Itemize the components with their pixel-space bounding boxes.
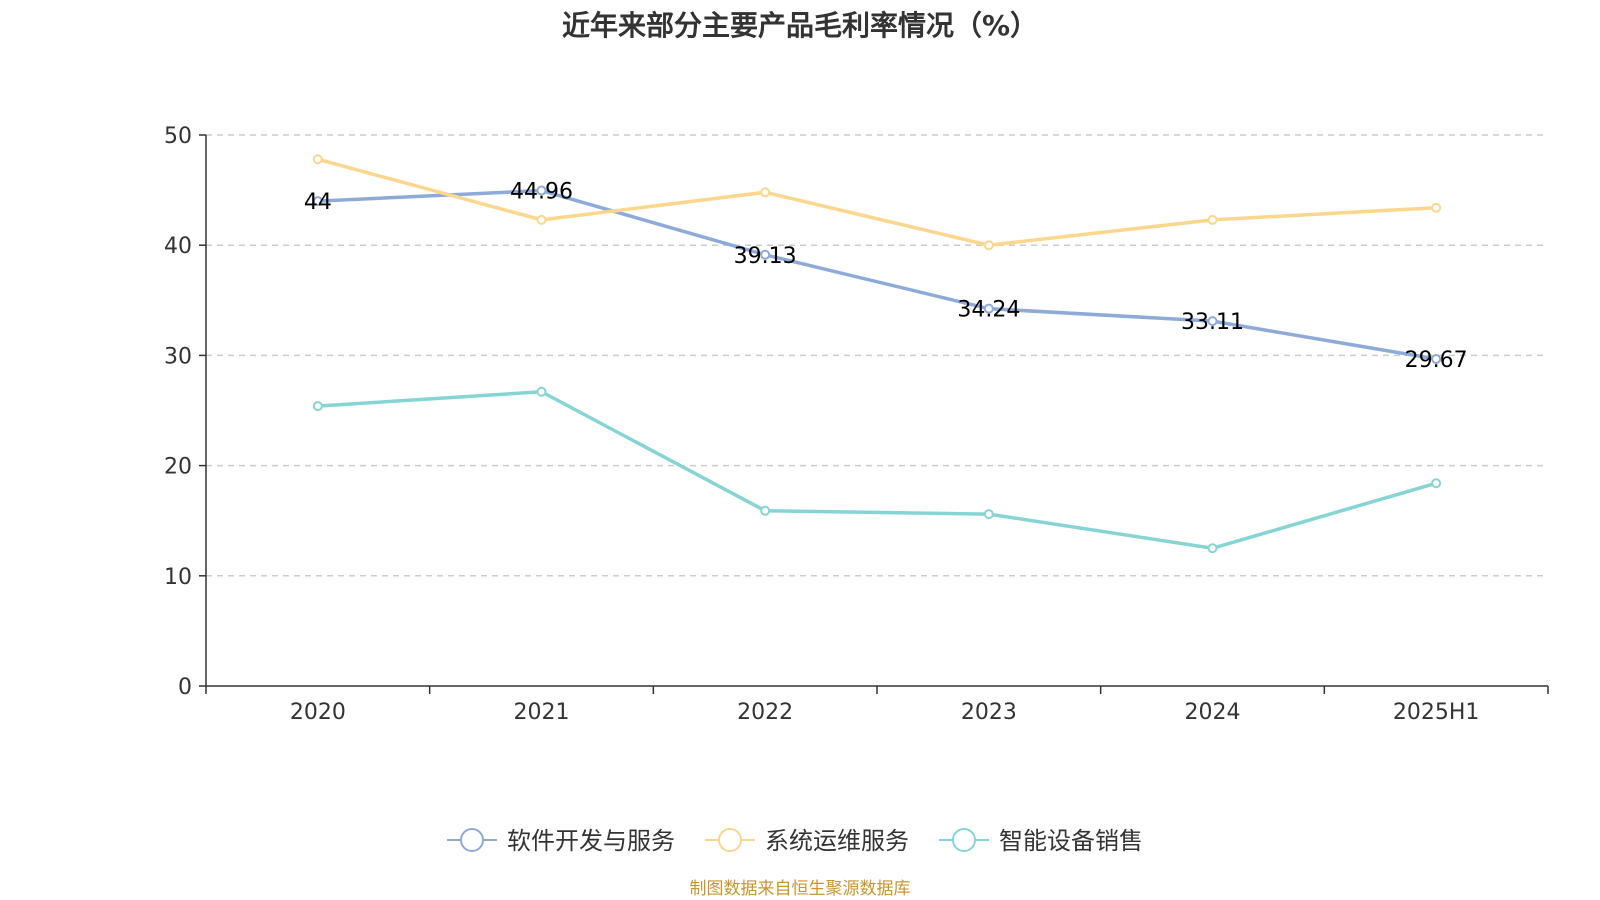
data-point	[312, 401, 323, 412]
y-tick-label: 10	[164, 565, 192, 590]
source-note: 制图数据来自恒生聚源数据库	[689, 879, 911, 899]
data-point	[312, 154, 323, 165]
data-point	[1207, 316, 1218, 327]
data-point	[312, 196, 323, 207]
legend-marker	[718, 828, 742, 852]
legend-label: 系统运维服务	[765, 827, 909, 855]
x-tick-label: 2020	[290, 700, 346, 725]
data-point	[983, 240, 994, 251]
chart-title: 近年来部分主要产品毛利率情况（%）	[561, 9, 1039, 42]
legend-item: 软件开发与服务	[447, 827, 675, 855]
data-point	[1431, 202, 1442, 213]
data-labels: 44 44.96 39.13 34.24 33.11 29.67	[304, 180, 1468, 373]
y-tick-label: 40	[164, 234, 192, 259]
legend-label: 软件开发与服务	[507, 827, 675, 855]
x-tick-label: 2022	[737, 700, 793, 725]
series-lines	[312, 154, 1442, 554]
data-label: 44.96	[510, 180, 573, 205]
legend-item: 系统运维服务	[705, 827, 909, 855]
data-point	[536, 386, 547, 397]
x-tick-label: 2021	[514, 700, 570, 725]
data-point	[536, 214, 547, 225]
legend-marker	[460, 828, 484, 852]
data-label: 29.67	[1405, 348, 1468, 373]
data-point	[1207, 214, 1218, 225]
data-point	[760, 505, 771, 516]
legend-label: 智能设备销售	[999, 827, 1143, 855]
grid-lines	[206, 134, 1548, 577]
data-point	[536, 185, 547, 196]
x-tick-label: 2023	[961, 700, 1017, 725]
axes: 0 10 20 30 40 50 2020 2021 2022 2023 2024 2025H1	[164, 124, 1549, 725]
y-tick-label: 0	[178, 675, 192, 700]
x-tick-label: 2024	[1185, 700, 1241, 725]
data-point	[760, 187, 771, 198]
data-point	[1207, 543, 1218, 554]
data-point	[760, 249, 771, 260]
data-point	[983, 509, 994, 520]
data-point	[1431, 354, 1442, 365]
y-tick-label: 50	[164, 124, 192, 149]
data-point	[1431, 478, 1442, 489]
data-label: 44	[304, 190, 332, 215]
data-label: 34.24	[957, 298, 1020, 323]
x-tick-label: 2025H1	[1393, 700, 1480, 725]
series-line	[317, 188, 1437, 361]
data-label: 39.13	[734, 244, 797, 269]
y-tick-label: 30	[164, 344, 192, 369]
legend-item: 智能设备销售	[939, 827, 1143, 855]
legend-marker	[952, 828, 976, 852]
data-label: 33.11	[1181, 310, 1244, 335]
data-point	[983, 303, 994, 314]
series-line	[317, 390, 1437, 550]
series-line	[317, 157, 1437, 247]
legend: 软件开发与服务 系统运维服务 智能设备销售	[447, 827, 1143, 855]
y-tick-label: 20	[164, 455, 192, 480]
